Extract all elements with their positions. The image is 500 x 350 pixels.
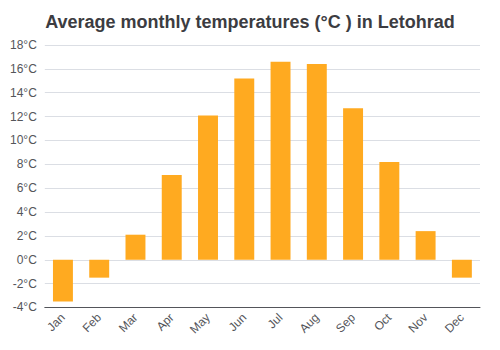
- svg-text:8°C: 8°C: [17, 157, 37, 171]
- svg-text:Jan: Jan: [44, 311, 68, 335]
- svg-text:Aug: Aug: [297, 311, 322, 336]
- svg-text:14°C: 14°C: [10, 86, 37, 100]
- svg-text:-2°C: -2°C: [13, 277, 37, 291]
- svg-text:2°C: 2°C: [17, 229, 37, 243]
- svg-text:Dec: Dec: [442, 311, 467, 336]
- svg-text:Jul: Jul: [265, 311, 286, 332]
- svg-text:-4°C: -4°C: [13, 300, 37, 314]
- svg-text:Jun: Jun: [226, 311, 250, 335]
- svg-text:12°C: 12°C: [10, 110, 37, 124]
- svg-text:6°C: 6°C: [17, 181, 37, 195]
- svg-text:Average monthly temperatures (: Average monthly temperatures (°C ) in Le…: [45, 12, 455, 32]
- svg-text:Sep: Sep: [333, 310, 358, 335]
- svg-text:Oct: Oct: [371, 310, 395, 334]
- svg-text:4°C: 4°C: [17, 205, 37, 219]
- svg-text:18°C: 18°C: [10, 38, 37, 52]
- svg-text:May: May: [187, 311, 213, 337]
- svg-text:Mar: Mar: [116, 311, 141, 335]
- svg-text:Nov: Nov: [406, 311, 431, 336]
- svg-text:10°C: 10°C: [10, 133, 37, 147]
- svg-text:16°C: 16°C: [10, 62, 37, 76]
- svg-text:Feb: Feb: [80, 310, 105, 335]
- svg-text:Apr: Apr: [154, 311, 177, 334]
- svg-text:0°C: 0°C: [17, 253, 37, 267]
